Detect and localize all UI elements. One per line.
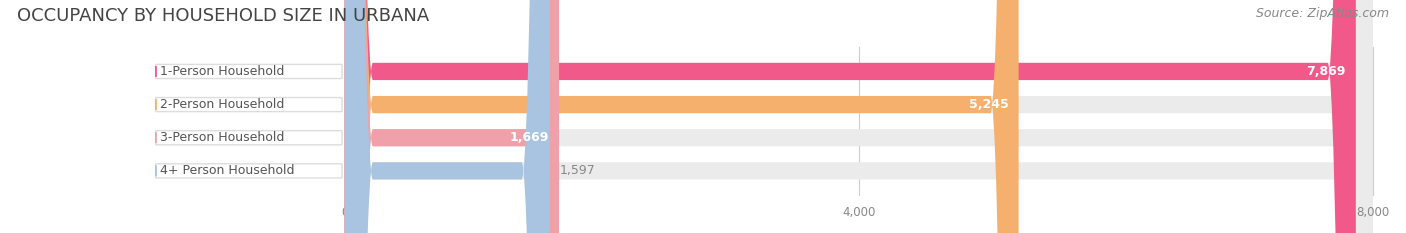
FancyBboxPatch shape (344, 0, 1372, 233)
Text: 2-Person Household: 2-Person Household (160, 98, 284, 111)
FancyBboxPatch shape (156, 164, 342, 178)
FancyBboxPatch shape (344, 0, 1372, 233)
FancyBboxPatch shape (344, 0, 1372, 233)
FancyBboxPatch shape (344, 0, 1372, 233)
Text: 4+ Person Household: 4+ Person Household (160, 164, 294, 177)
FancyBboxPatch shape (156, 64, 342, 79)
FancyBboxPatch shape (156, 98, 342, 112)
Text: Source: ZipAtlas.com: Source: ZipAtlas.com (1256, 7, 1389, 20)
Text: 3-Person Household: 3-Person Household (160, 131, 284, 144)
Text: OCCUPANCY BY HOUSEHOLD SIZE IN URBANA: OCCUPANCY BY HOUSEHOLD SIZE IN URBANA (17, 7, 429, 25)
Text: 1-Person Household: 1-Person Household (160, 65, 284, 78)
FancyBboxPatch shape (156, 131, 342, 145)
Text: 1,597: 1,597 (560, 164, 596, 177)
FancyBboxPatch shape (344, 0, 550, 233)
FancyBboxPatch shape (344, 0, 560, 233)
FancyBboxPatch shape (344, 0, 1355, 233)
Text: 7,869: 7,869 (1306, 65, 1346, 78)
Text: 1,669: 1,669 (509, 131, 548, 144)
Text: 5,245: 5,245 (969, 98, 1008, 111)
FancyBboxPatch shape (344, 0, 1018, 233)
